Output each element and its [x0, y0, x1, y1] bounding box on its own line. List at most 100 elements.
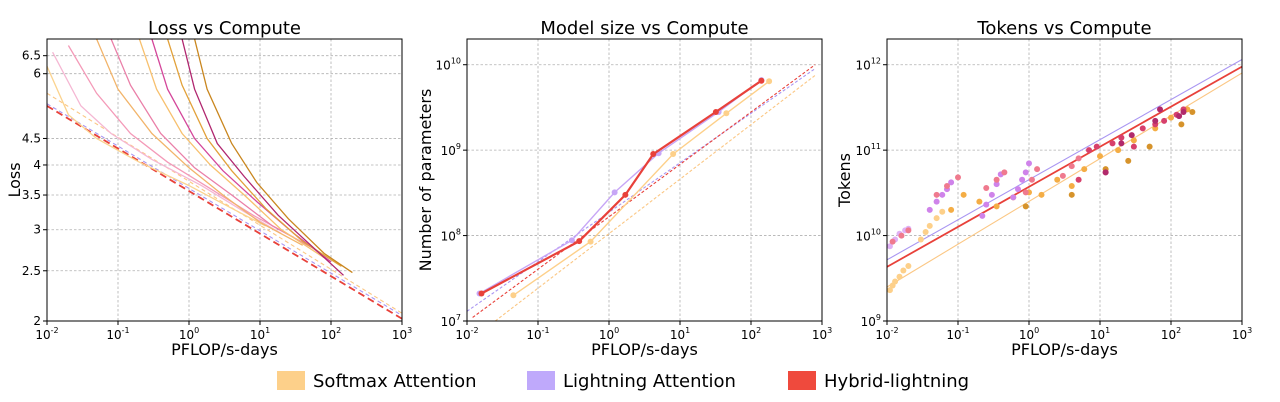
y-tick-label: 2: [33, 314, 41, 328]
series-point: [611, 189, 618, 196]
series-point: [758, 77, 765, 84]
legend-label-lightning: Lightning Attention: [563, 371, 736, 392]
scatter-point: [933, 215, 940, 222]
scatter-point: [933, 198, 940, 205]
panel-title: Model size vs Compute: [540, 18, 748, 39]
legend: Softmax Attention Lightning Attention Hy…: [277, 371, 969, 392]
scatter-point: [948, 206, 955, 213]
series-line-1: [513, 80, 770, 296]
scatter-point: [1038, 191, 1045, 198]
scatter-point: [976, 198, 983, 205]
grid: [46, 39, 403, 322]
scatter-point: [922, 229, 929, 236]
scatter-point: [1081, 166, 1088, 173]
y-tick-label: 6: [33, 67, 41, 81]
fit-line-3: [47, 105, 402, 320]
x-tick-label: 101: [250, 326, 270, 342]
scatter-point: [1130, 137, 1137, 144]
panel-3: 10-2 10-1 100 101 102 103 109 1010 1011 1012 Token…: [835, 18, 1252, 359]
scatter-point: [1097, 153, 1103, 160]
scatter-point: [1068, 191, 1075, 198]
scatter-point: [960, 191, 967, 198]
scatter-point: [1189, 108, 1196, 115]
loss-curve-6: [138, 39, 325, 259]
scatter-point: [1146, 143, 1153, 150]
y-axis-label: Loss: [5, 162, 24, 197]
x-tick-label: 102: [1161, 326, 1181, 342]
x-axis-label: PFLOP/s-days: [1011, 340, 1118, 359]
scatter-point: [1010, 194, 1017, 201]
x-tick-label: 102: [321, 326, 341, 342]
plot-area: [467, 64, 816, 321]
loss-curve-5: [110, 39, 316, 250]
x-tick-label: 10-2: [35, 326, 58, 342]
legend-label-hybrid: Hybrid-lightning: [824, 371, 969, 392]
scatter-point: [1128, 132, 1135, 139]
axes-frame: [886, 38, 1243, 322]
scatter-point: [887, 243, 893, 250]
y-tick-label: 108: [441, 228, 461, 244]
legend-label-softmax: Softmax Attention: [313, 371, 477, 392]
loss-curve-1: [47, 66, 266, 227]
series-line-3: [480, 79, 763, 295]
y-tick-label: 3.5: [22, 188, 41, 202]
y-tick-label: 109: [441, 142, 461, 158]
y-tick-label: 2.5: [22, 264, 41, 278]
scatter-point: [900, 267, 907, 274]
x-tick-label: 103: [1232, 326, 1252, 342]
scatter-point: [1118, 134, 1125, 141]
scatter-point: [1130, 143, 1137, 150]
fit-line-1: [887, 72, 1242, 288]
scatter-point: [1178, 121, 1185, 128]
scatter-point: [1001, 169, 1008, 176]
scatter-point: [993, 203, 1000, 210]
x-tick-label: 101: [1090, 326, 1110, 342]
series-point: [510, 292, 517, 299]
x-tick-label: 102: [741, 326, 761, 342]
scatter-point: [905, 263, 912, 270]
scatter-point: [1102, 169, 1109, 176]
loss-curve-8: [166, 39, 342, 267]
loss-curve-10: [193, 39, 353, 274]
scatter-point: [926, 222, 933, 229]
series-point: [766, 78, 773, 85]
x-tick-label: 10-1: [106, 326, 129, 342]
x-axis-label: PFLOP/s-days: [171, 340, 278, 359]
fit-line-2: [47, 103, 402, 316]
scatter-point: [917, 236, 924, 243]
series-line-2: [479, 79, 762, 295]
axes-frame: [46, 38, 403, 322]
scatter-point: [979, 212, 986, 219]
scatter-point: [1059, 172, 1066, 179]
scatter-point: [1152, 117, 1159, 124]
axes-frame: [466, 38, 823, 322]
scatter-point: [955, 174, 961, 181]
y-tick-label: 109: [861, 313, 881, 329]
loss-curve-3: [67, 45, 295, 238]
scatter-point: [1022, 189, 1029, 196]
series-point: [478, 290, 485, 297]
scatter-point: [1109, 140, 1116, 147]
panel-1: 10-2 10-1 100 101 102 103 2 2.5 3 3.5 4 4.5 6 6.5 Loss…: [5, 18, 412, 359]
y-tick-label: 1012: [856, 57, 881, 73]
scatter-point: [939, 191, 946, 198]
scatter-point: [1068, 183, 1075, 190]
x-tick-label: 103: [812, 326, 832, 342]
y-axis-label: Number of parameters: [416, 89, 435, 272]
series-point: [622, 191, 629, 198]
y-axis-label: Tokens: [835, 153, 854, 208]
x-tick-label: 100: [1019, 326, 1039, 342]
scatter-point: [988, 191, 995, 198]
x-tick-label: 100: [179, 326, 199, 342]
y-tick-label: 6.5: [22, 49, 41, 63]
scatter-point: [1168, 114, 1174, 121]
scatter-point: [1139, 125, 1146, 132]
scatter-point: [905, 227, 912, 234]
series-point: [587, 238, 594, 245]
x-tick-label: 100: [599, 326, 619, 342]
x-tick-label: 10-2: [455, 326, 478, 342]
scatter-point: [1086, 147, 1093, 154]
fit-line-1: [494, 74, 816, 321]
x-tick-label: 10-2: [875, 326, 898, 342]
scatter-point: [1026, 160, 1032, 167]
